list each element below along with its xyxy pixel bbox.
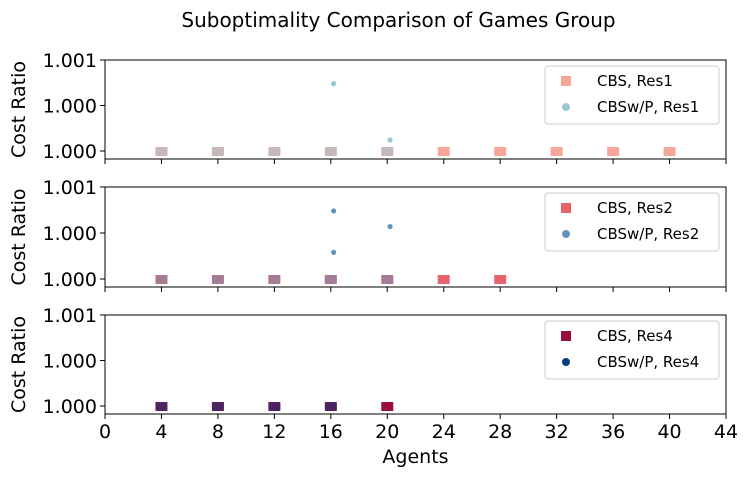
data-point-circle	[381, 275, 394, 284]
data-point-circle	[211, 275, 224, 284]
y-axis-label: Cost Ratio	[8, 188, 30, 285]
x-tick-label: 40	[657, 421, 681, 443]
data-point-circle	[331, 81, 337, 87]
x-tick-label: 12	[262, 421, 286, 443]
legend-marker-circle	[562, 358, 570, 366]
data-point-square	[550, 147, 563, 156]
legend-label: CBSw/P, Res2	[597, 225, 699, 243]
data-point-square	[663, 147, 676, 156]
data-point-square	[494, 275, 507, 284]
data-point-square	[437, 147, 450, 156]
legend: CBS, Res2 CBSw/P, Res2	[544, 192, 720, 252]
legend: CBS, Res4 CBSw/P, Res4	[544, 320, 720, 380]
y-tick-label: 1.001	[43, 177, 97, 199]
x-tick-label: 28	[488, 421, 512, 443]
panel-1: 1.000 1.000 1.001 Cost Ratio CBS, Res1 CBSw/P…	[8, 50, 727, 164]
x-tick-label: 32	[545, 421, 569, 443]
legend-label: CBS, Res2	[597, 199, 673, 217]
x-tick-label: 16	[319, 421, 343, 443]
plot-frame	[104, 186, 727, 288]
legend-label: CBS, Res4	[597, 327, 673, 345]
data-point-circle	[268, 275, 281, 284]
legend-marker-square	[561, 76, 571, 86]
x-tick-label: 4	[155, 421, 167, 443]
x-axis-label: Agents	[382, 446, 449, 468]
data-point-square	[381, 402, 394, 411]
legend-marker-circle	[562, 103, 570, 111]
panel-2: 1.000 1.000 1.001 Cost Ratio CBS, Res2 CBSw/P…	[8, 177, 727, 292]
data-point-circle	[268, 402, 281, 411]
y-tick-label: 1.000	[43, 269, 97, 291]
data-point-circle	[324, 402, 337, 411]
data-point-circle	[211, 147, 224, 156]
legend: CBS, Res1 CBSw/P, Res1	[544, 65, 720, 125]
data-point-circle	[387, 137, 393, 143]
legend-box	[544, 192, 720, 252]
data-point-circle	[324, 275, 337, 284]
data-point-circle	[155, 147, 168, 156]
plot-frame	[104, 314, 727, 415]
data-point-square	[437, 275, 450, 284]
data-point-circle	[324, 147, 337, 156]
plot-frame	[104, 59, 727, 160]
legend-box	[544, 320, 720, 380]
y-tick-label: 1.001	[43, 50, 97, 72]
y-tick-label: 1.000	[43, 351, 97, 373]
data-point-circle	[331, 208, 337, 214]
legend-label: CBSw/P, Res4	[597, 353, 699, 371]
x-tick-label: 44	[714, 421, 738, 443]
data-point-circle	[268, 147, 281, 156]
x-tick-label: 36	[601, 421, 625, 443]
chart-title: Suboptimality Comparison of Games Group	[181, 8, 616, 32]
data-point-circle	[211, 402, 224, 411]
data-point-circle	[155, 275, 168, 284]
y-tick-label: 1.000	[43, 141, 97, 163]
y-tick-label: 1.000	[43, 96, 97, 118]
data-point-circle	[381, 147, 394, 156]
legend-label: CBSw/P, Res1	[597, 98, 699, 116]
y-tick-label: 1.000	[43, 223, 97, 245]
data-point-square	[494, 147, 507, 156]
legend-marker-square	[561, 203, 571, 213]
x-tick-label: 0	[99, 421, 111, 443]
y-tick-label: 1.000	[43, 396, 97, 418]
data-point-circle	[387, 223, 393, 230]
legend-label: CBS, Res1	[597, 72, 673, 90]
data-point-circle	[331, 249, 337, 255]
y-tick-label: 1.001	[43, 305, 97, 327]
legend-marker-circle	[562, 230, 570, 238]
panel-3: 1.000 1.000 1.001 0 4 8 12 16 20 24 28 32 36 40 44 Cost…	[8, 305, 738, 443]
x-tick-label: 8	[212, 421, 224, 443]
data-point-circle	[155, 402, 168, 411]
x-tick-label: 20	[375, 421, 399, 443]
x-tick-label: 24	[432, 421, 456, 443]
y-axis-label: Cost Ratio	[8, 316, 30, 413]
legend-marker-square	[561, 331, 571, 341]
legend-box	[544, 65, 720, 125]
y-axis-label: Cost Ratio	[8, 61, 30, 158]
data-point-square	[607, 147, 620, 156]
